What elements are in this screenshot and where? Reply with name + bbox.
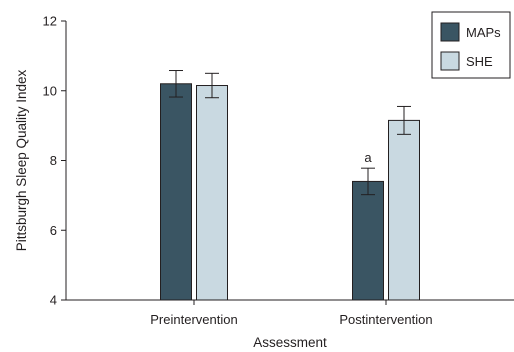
legend-label: MAPs: [466, 25, 501, 40]
y-tick-label: 12: [43, 14, 57, 29]
x-tick-label: Postintervention: [339, 312, 432, 327]
legend: MAPs SHE: [431, 11, 511, 79]
error-bar: [205, 72, 219, 99]
x-axis-ticks: Preintervention Postintervention: [150, 300, 433, 327]
annotations: a: [364, 150, 372, 165]
legend-label: SHE: [466, 54, 493, 69]
y-tick-label: 4: [50, 293, 57, 308]
error-bar: [169, 70, 183, 98]
x-tick-label: Preintervention: [150, 312, 237, 327]
significance-annotation: a: [364, 150, 372, 165]
y-tick-label: 10: [43, 83, 57, 98]
legend-swatch: [440, 51, 460, 71]
y-axis-title: Pittsburgh Sleep Quality Index: [14, 69, 29, 251]
bar-she-preintervention: [196, 85, 228, 301]
error-bar: [361, 167, 375, 196]
y-tick-label: 6: [50, 223, 57, 238]
bar-maps-preintervention: [160, 83, 192, 301]
legend-swatch: [440, 22, 460, 42]
x-axis-title: Assessment: [253, 335, 327, 350]
y-tick-label: 8: [50, 153, 57, 168]
bars: [160, 83, 420, 301]
error-bar: [397, 105, 411, 135]
y-axis-ticks: 4 6 8 10 12: [43, 14, 66, 308]
error-bars: [169, 70, 411, 196]
bar-maps-postintervention: [352, 180, 384, 301]
bar-she-postintervention: [388, 119, 420, 301]
